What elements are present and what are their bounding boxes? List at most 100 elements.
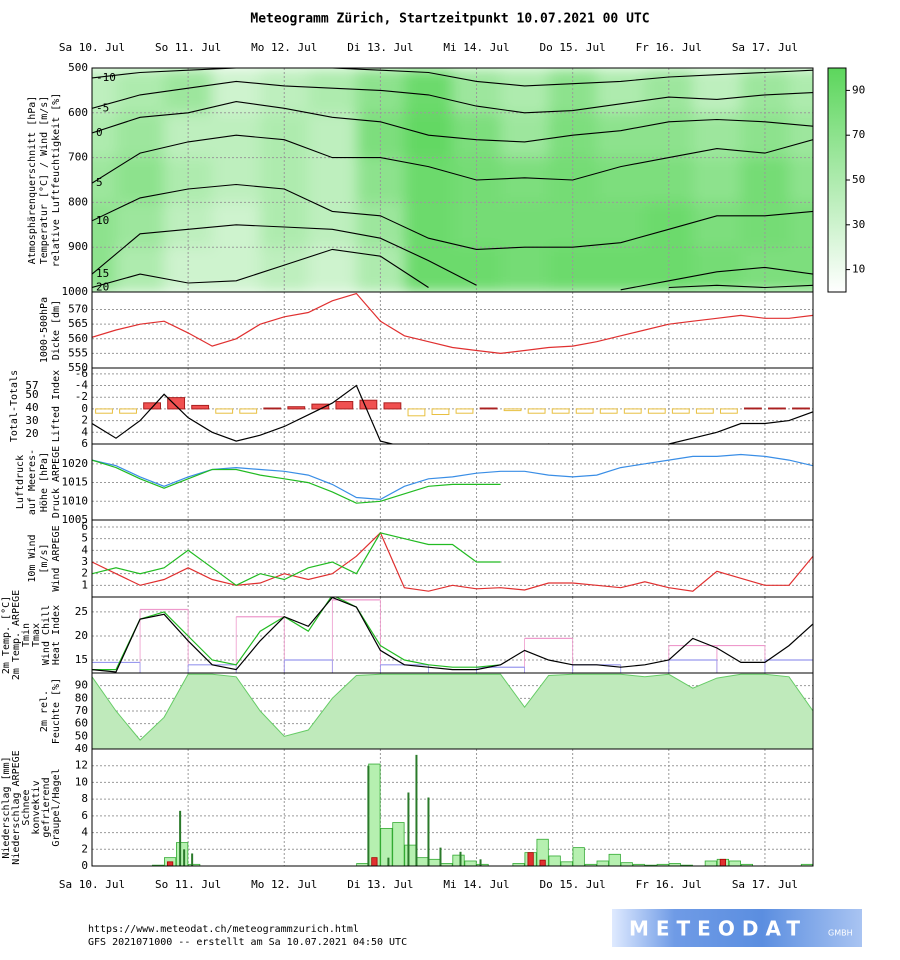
y-tick-label: 1 <box>81 578 88 591</box>
x-tick-label-top: Mo 12. Jul <box>251 41 317 54</box>
line <box>92 532 501 586</box>
axis-label: Feuchte [%] <box>51 678 62 744</box>
humidity-cell <box>308 202 358 249</box>
y-tick-label: 1000 <box>62 285 89 298</box>
bar <box>608 853 621 866</box>
bar <box>263 407 282 410</box>
y-tick-label: 70 <box>75 704 88 717</box>
x-tick-label-top: Sa 17. Jul <box>732 41 798 54</box>
y-tick-label: 1005 <box>62 513 89 526</box>
panel-bg <box>92 292 813 368</box>
isotherm <box>92 68 813 87</box>
panel <box>92 444 813 520</box>
bar <box>695 408 714 414</box>
x-tick-label-top: Fr 16. Jul <box>636 41 702 54</box>
y-tick-label: 4 <box>81 543 88 556</box>
bar <box>392 822 405 866</box>
axis-label: 2m Temp. [°C] <box>1 596 12 674</box>
y-tick-label: 15 <box>75 653 88 666</box>
humidity-cell <box>404 68 454 114</box>
panel-bg <box>92 597 813 673</box>
bar <box>167 861 174 866</box>
bar <box>95 408 113 414</box>
y-tick-label: 565 <box>68 317 88 330</box>
y-tick-label: 80 <box>75 691 88 704</box>
humidity-cell <box>212 247 262 292</box>
bar <box>143 402 161 410</box>
y-tick-label: 3 <box>81 555 88 568</box>
humidity-cell <box>596 112 646 159</box>
bar <box>428 858 441 866</box>
y-tick-label: 2 <box>81 567 88 580</box>
x-tick-label-bottom: So 11. Jul <box>155 878 221 891</box>
x-tick-label-bottom: Mo 12. Jul <box>251 878 317 891</box>
humidity-cell <box>596 157 646 204</box>
y-tick-label: 90 <box>75 679 88 692</box>
y-tick-label: 6 <box>81 520 88 533</box>
line <box>92 292 813 355</box>
panel-bg <box>92 368 813 444</box>
colorbar-label: 70 <box>852 128 865 141</box>
colorbar <box>827 67 847 293</box>
humidity-cell <box>356 112 406 159</box>
logo-sub: GMBH <box>828 929 853 938</box>
humidity-cell <box>308 247 358 292</box>
line <box>92 597 501 671</box>
axis-label: 2m Temp. ARPEGE <box>11 590 22 680</box>
bar <box>215 408 234 414</box>
panel <box>92 368 834 444</box>
y-tick-label: 555 <box>68 346 88 359</box>
bar <box>239 408 258 414</box>
humidity-cell <box>212 68 262 114</box>
y-tick-label: 500 <box>68 61 88 74</box>
y2-tick-label: 50 <box>25 388 38 401</box>
line <box>92 459 501 504</box>
bar <box>704 860 717 866</box>
bar <box>380 827 393 866</box>
humidity-cell <box>164 247 214 292</box>
bar <box>191 404 210 410</box>
bar <box>599 408 618 414</box>
humidity-cell <box>116 112 166 159</box>
isotherm-label: 5 <box>96 176 103 189</box>
bar <box>575 408 594 414</box>
humidity-cell <box>404 157 454 204</box>
axis-label: Temperatur [°C] / Wind [m/s] <box>39 96 50 265</box>
humidity-cell <box>644 112 694 159</box>
isotherm-label: -5 <box>96 101 109 114</box>
humidity-cell <box>116 247 166 292</box>
panel-bg <box>92 520 813 597</box>
y-tick-label: 4 <box>81 425 88 438</box>
humidity-cell <box>164 112 214 159</box>
x-tick-label-bottom: Mi 14. Jul <box>443 878 509 891</box>
panel <box>92 673 813 749</box>
y2-tick-label: 20 <box>25 427 38 440</box>
line <box>92 531 813 592</box>
y-tick-label: 900 <box>68 240 88 253</box>
bar <box>620 862 633 866</box>
bar <box>431 408 450 416</box>
x-tick-label-bottom: Di 13. Jul <box>347 878 413 891</box>
axis-label: Niederschlag ARPEGE <box>11 750 22 864</box>
y-tick-label: 550 <box>68 361 88 374</box>
humidity-cell <box>404 202 454 249</box>
bar <box>560 861 573 866</box>
bar <box>287 406 306 410</box>
bar <box>464 860 477 866</box>
y-tick-label: 600 <box>68 106 88 119</box>
humidity-cell <box>596 202 646 249</box>
bar <box>548 855 561 866</box>
bar <box>817 407 834 409</box>
y-tick-label: -2 <box>75 390 88 403</box>
axis-label: Lifted Index <box>51 370 62 442</box>
isotherm <box>92 224 813 291</box>
axis-label: Dicke [dm] <box>51 300 62 360</box>
axis-label: Druck ARPEGE <box>51 446 62 518</box>
panel <box>92 292 813 368</box>
bar <box>371 857 378 866</box>
humidity-cell <box>788 202 813 249</box>
axis-label: Total-Totals <box>9 370 20 442</box>
humidity-cell <box>500 247 550 292</box>
